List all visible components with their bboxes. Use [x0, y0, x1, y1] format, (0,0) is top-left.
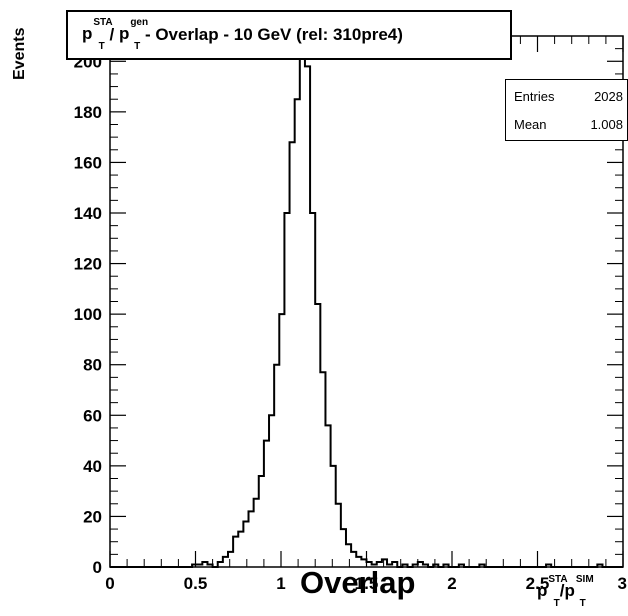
y-tick-label: 120 [74, 255, 102, 274]
y-tick-label: 60 [83, 406, 102, 425]
stats-box: Entries 2028 Mean 1.008 [505, 79, 628, 141]
y-tick-label: 160 [74, 153, 102, 172]
y-tick-label: 140 [74, 204, 102, 223]
x-tick-label: 1.5 [355, 574, 379, 593]
x-tick-label: 2.5 [526, 574, 550, 593]
stats-mean-value: 1.008 [590, 117, 623, 132]
xlabel-slash: / [559, 581, 565, 600]
x-axis-label: pSTAT/pSIMT [537, 574, 594, 610]
x-tick-label: 3 [618, 574, 627, 593]
stats-mean-row: Mean 1.008 [514, 117, 623, 132]
y-tick-label: 0 [93, 558, 102, 577]
x-tick-label: 2 [447, 574, 456, 593]
y-axis-label: Events [2, 0, 42, 130]
x-tick-label: 0 [105, 574, 114, 593]
chart-title: pSTAT / pgenT - Overlap - 10 GeV (rel: 3… [66, 10, 512, 60]
xlabel-pt-sta: pSTAT [537, 574, 568, 610]
y-tick-label: 40 [83, 457, 102, 476]
title-pt-sta: pSTAT [82, 17, 113, 53]
y-axis-label-text: Events [11, 27, 28, 80]
stats-entries-label: Entries [514, 89, 555, 104]
title-rest: - Overlap - 10 GeV (rel: 310pre4) [140, 25, 403, 44]
stats-entries-row: Entries 2028 [514, 89, 623, 104]
title-pt-gen: pgenT [118, 17, 149, 53]
x-tick-label: 0.5 [184, 574, 208, 593]
stats-mean-label: Mean [514, 117, 547, 132]
y-tick-label: 100 [74, 305, 102, 324]
overlap-annotation: Overlap [300, 565, 416, 600]
y-tick-label: 180 [74, 103, 102, 122]
stats-entries-value: 2028 [594, 89, 623, 104]
y-tick-label: 20 [83, 507, 102, 526]
xlabel-pt-sim: pSIMT [564, 574, 594, 610]
title-slash: / [104, 25, 119, 44]
y-tick-label: 80 [83, 356, 102, 375]
x-tick-label: 1 [276, 574, 285, 593]
